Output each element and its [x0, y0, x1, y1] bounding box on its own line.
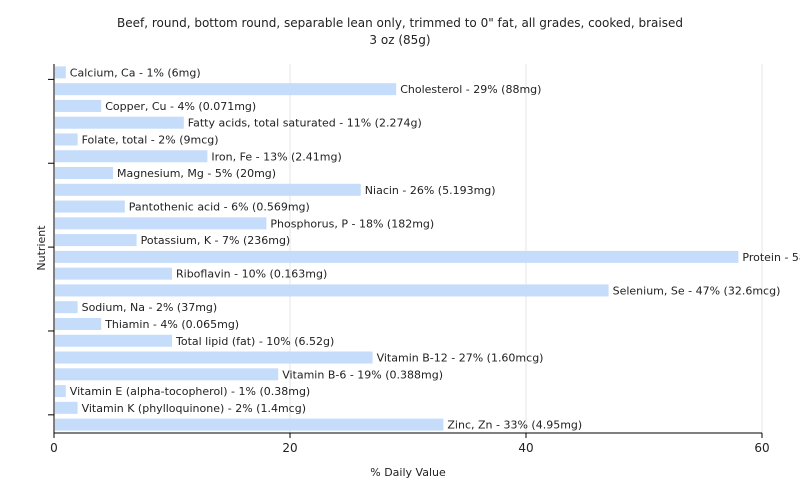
- bar-18: [55, 368, 279, 381]
- bar-label-12: Riboflavin - 10% (0.163mg): [176, 268, 327, 281]
- bar-8: [55, 200, 125, 213]
- bar-label-21: Zinc, Zn - 33% (4.95mg): [447, 419, 582, 432]
- bar-11: [55, 250, 739, 263]
- x-tick-label-3: 60: [754, 441, 769, 455]
- bar-label-5: Iron, Fe - 13% (2.41mg): [211, 150, 341, 163]
- bar-3: [55, 116, 184, 129]
- bar-label-15: Thiamin - 4% (0.065mg): [104, 318, 239, 331]
- bar-label-0: Calcium, Ca - 1% (6mg): [70, 66, 201, 79]
- bar-1: [55, 83, 397, 96]
- chart-title-line-1: Beef, round, bottom round, separable lea…: [117, 16, 683, 30]
- axes: 0 20 40 60: [48, 64, 770, 455]
- bar-label-14: Sodium, Na - 2% (37mg): [82, 301, 218, 314]
- bar-label-7: Niacin - 26% (5.193mg): [365, 184, 496, 197]
- bar-label-1: Cholesterol - 29% (88mg): [400, 83, 541, 96]
- bars: Calcium, Ca - 1% (6mg) Cholesterol - 29% …: [55, 66, 800, 432]
- bar-15: [55, 317, 102, 330]
- bar-label-8: Pantothenic acid - 6% (0.569mg): [129, 201, 310, 214]
- bar-19: [55, 385, 66, 398]
- bar-label-6: Magnesium, Mg - 5% (20mg): [117, 167, 276, 180]
- bar-label-20: Vitamin K (phylloquinone) - 2% (1.4mcg): [82, 402, 306, 415]
- bar-label-18: Vitamin B-6 - 19% (0.388mg): [282, 368, 443, 381]
- bar-2: [55, 99, 102, 112]
- x-axis-label: % Daily Value: [370, 466, 446, 479]
- bar-17: [55, 351, 373, 364]
- bar-16: [55, 334, 172, 347]
- bar-label-16: Total lipid (fat) - 10% (6.52g): [175, 335, 334, 348]
- bar-label-3: Fatty acids, total saturated - 11% (2.27…: [188, 117, 422, 130]
- bar-20: [55, 401, 78, 414]
- bar-5: [55, 150, 208, 163]
- bar-7: [55, 183, 361, 196]
- bar-14: [55, 301, 78, 314]
- bar-label-4: Folate, total - 2% (9mcg): [82, 133, 219, 146]
- bar-label-10: Potassium, K - 7% (236mg): [141, 234, 291, 247]
- bar-4: [55, 133, 78, 146]
- bar-label-19: Vitamin E (alpha-tocopherol) - 1% (0.38m…: [70, 385, 310, 398]
- bar-13: [55, 284, 609, 297]
- bar-label-2: Copper, Cu - 4% (0.071mg): [105, 100, 256, 113]
- bar-6: [55, 167, 113, 180]
- bar-21: [55, 418, 444, 431]
- bar-label-13: Selenium, Se - 47% (32.6mcg): [613, 284, 781, 297]
- bar-label-11: Protein - 58% (28.90g): [742, 251, 800, 264]
- bar-12: [55, 267, 172, 280]
- bar-9: [55, 217, 267, 230]
- x-tick-label-0: 0: [50, 441, 58, 455]
- x-tick-label-1: 20: [282, 441, 297, 455]
- bar-label-9: Phosphorus, P - 18% (182mg): [270, 217, 434, 230]
- bar-0: [55, 66, 66, 79]
- x-tick-label-2: 40: [518, 441, 533, 455]
- bar-label-17: Vitamin B-12 - 27% (1.60mcg): [377, 352, 544, 365]
- y-axis-label: Nutrient: [35, 225, 48, 271]
- chart-title-line-2: 3 oz (85g): [369, 33, 430, 47]
- bar-10: [55, 234, 137, 247]
